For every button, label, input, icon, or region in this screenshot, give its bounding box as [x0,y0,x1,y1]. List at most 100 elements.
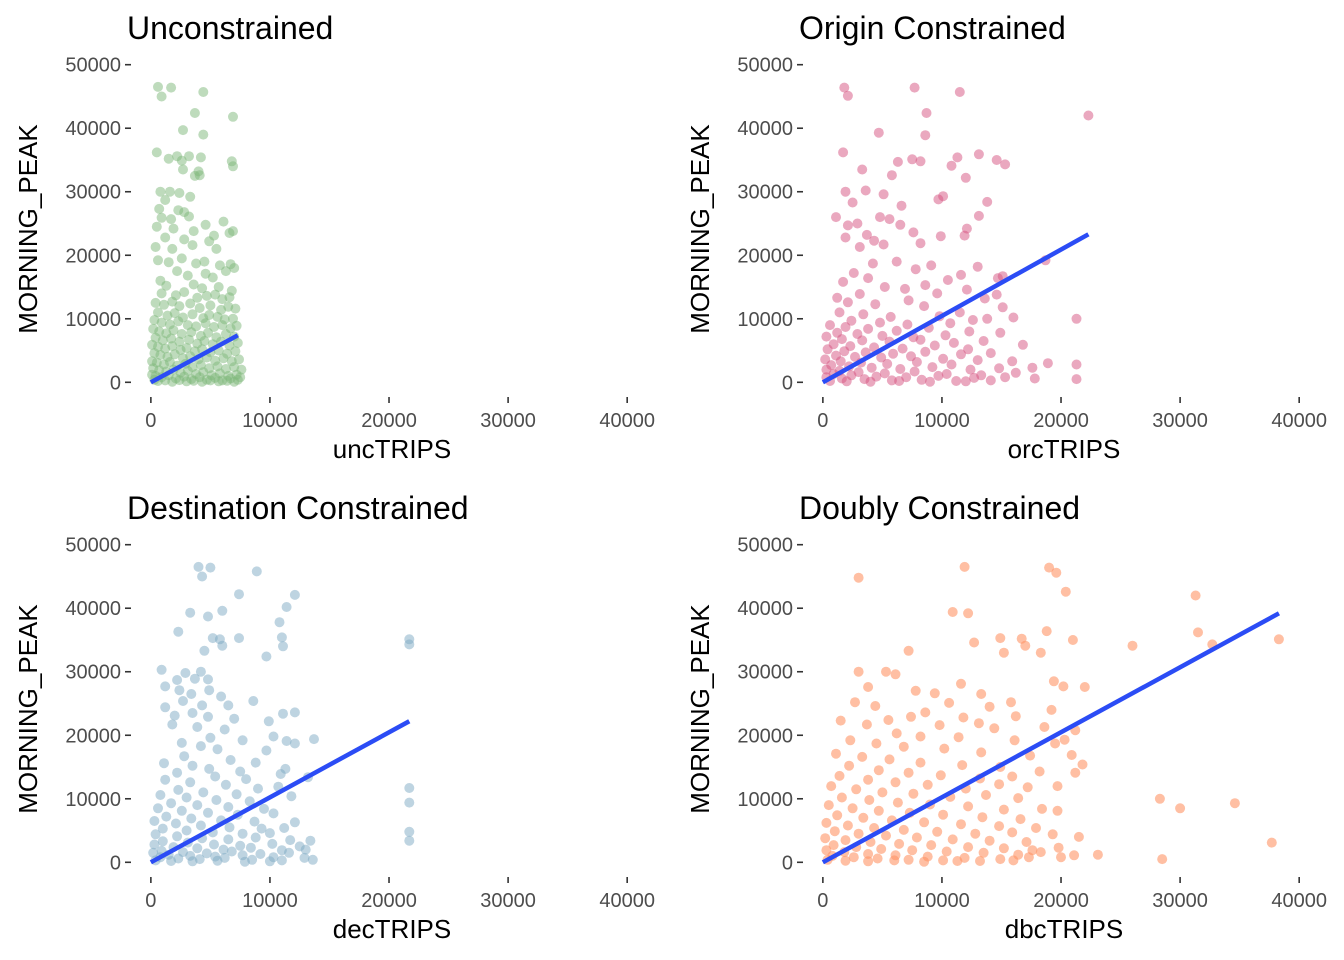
data-point [209,230,219,241]
panel-title: Destination Constrained [127,490,469,526]
x-tick-label: 0 [145,410,156,432]
data-point [821,331,832,342]
data-point [957,760,968,771]
data-point [951,376,962,386]
data-point [884,754,895,765]
data-point [187,708,198,718]
data-point [894,376,905,386]
panel-title: Doubly Constrained [799,490,1080,526]
data-point [836,334,847,345]
data-point [159,299,169,310]
data-point [268,731,279,742]
data-point [167,341,178,352]
data-point [822,344,833,355]
data-point [224,292,235,303]
data-point [218,353,229,364]
data-point [289,817,300,828]
data-point [915,334,926,345]
data-point [241,774,252,785]
y-tick-label: 10000 [737,789,793,811]
data-point [838,276,849,287]
data-point [886,375,897,386]
data-point [851,784,862,795]
data-point [1052,781,1063,792]
data-point [192,800,203,811]
data-point [299,852,310,863]
data-point [169,308,180,319]
data-point [881,830,891,841]
x-axis-label: dbcTRIPS [1005,914,1124,944]
data-point [847,803,858,814]
data-point [185,298,196,309]
data-point [195,820,206,831]
data-point [938,809,949,820]
data-point [263,716,274,727]
data-point [961,284,972,295]
data-point [160,232,171,243]
data-point [150,829,161,840]
panel-destination-constrained: Destination Constrained decTRIPS MORNING… [13,490,655,944]
data-point [927,362,938,373]
data-point [972,355,983,366]
data-point [156,317,167,328]
data-point [998,843,1009,854]
y-tick-label: 10000 [737,309,793,331]
data-point [853,572,864,583]
data-point [878,239,889,250]
data-point [289,589,300,600]
data-point [1077,759,1088,770]
data-point [959,230,970,241]
data-point [871,738,882,749]
data-point [995,327,1006,338]
data-point [873,805,884,816]
data-point [198,87,209,97]
x-axis-label: decTRIPS [333,914,452,944]
data-point [832,292,843,303]
data-point [151,221,162,232]
data-point [204,763,215,774]
data-point [1013,793,1024,804]
data-point [964,326,975,337]
data-point [172,767,183,778]
y-tick-label: 40000 [65,598,121,620]
data-point [997,302,1008,313]
data-point [230,346,241,357]
regression-line [149,719,411,865]
data-point [249,816,260,827]
data-point [245,842,256,853]
y-tick-label: 0 [782,852,793,874]
data-point [984,835,995,846]
data-point [1037,803,1047,814]
x-tick-label: 30000 [480,410,536,432]
data-point [261,651,272,662]
data-point [1007,771,1018,782]
data-point [203,327,213,338]
data-point [903,295,914,306]
data-point [932,288,943,299]
data-point [279,823,290,833]
data-point [1046,704,1057,715]
data-point [404,826,415,837]
data-point [173,626,184,637]
data-point [184,334,194,345]
data-point [185,777,196,788]
data-point [169,710,180,721]
data-point [820,833,831,844]
data-point [1053,842,1064,853]
data-point [897,343,908,354]
data-point [960,376,971,387]
x-tick-label: 20000 [1033,890,1089,912]
data-point [234,633,244,644]
data-point [205,732,216,743]
data-point [825,320,835,331]
data-point [873,765,884,776]
data-point [869,235,880,246]
data-point [204,685,215,696]
data-point [234,354,244,365]
data-point [232,337,243,348]
data-point [212,855,223,866]
data-point [248,696,259,706]
data-point [1047,829,1058,840]
data-point [199,336,210,346]
data-point [169,349,180,360]
